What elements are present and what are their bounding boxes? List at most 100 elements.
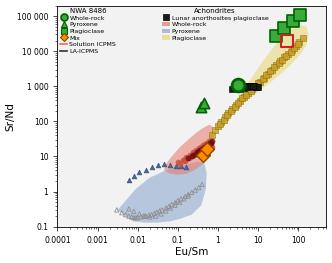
Point	[257, 80, 263, 84]
Point	[181, 197, 187, 201]
Point	[236, 83, 241, 87]
Point	[232, 105, 237, 109]
Point	[244, 84, 249, 88]
Point	[245, 85, 250, 89]
Point	[249, 84, 254, 88]
Point	[202, 101, 207, 105]
Point	[228, 109, 234, 113]
Point	[193, 151, 199, 156]
Point	[186, 155, 191, 159]
Point	[284, 53, 289, 58]
Point	[161, 162, 167, 166]
Point	[135, 216, 140, 220]
Point	[226, 111, 231, 115]
Point	[137, 170, 142, 175]
Point	[205, 143, 210, 147]
Point	[251, 84, 257, 89]
Point	[252, 85, 257, 89]
Point	[243, 84, 248, 88]
Point	[236, 101, 241, 105]
Point	[197, 149, 202, 153]
Point	[131, 174, 136, 178]
Point	[296, 42, 301, 46]
Point	[203, 145, 208, 149]
Point	[201, 143, 206, 147]
Point	[177, 162, 182, 166]
Point	[154, 210, 160, 214]
Point	[158, 212, 164, 216]
Point	[256, 81, 261, 85]
Point	[195, 150, 200, 155]
Point	[276, 61, 281, 65]
Point	[200, 153, 206, 157]
Point	[282, 26, 287, 31]
Point	[297, 13, 303, 17]
Point	[240, 84, 246, 89]
Point	[193, 148, 199, 152]
Y-axis label: Sr/Nd: Sr/Nd	[6, 102, 16, 130]
Point	[269, 67, 275, 72]
Point	[143, 214, 149, 218]
Point	[274, 33, 279, 38]
Point	[200, 145, 205, 149]
Point	[239, 85, 244, 89]
Point	[126, 178, 131, 182]
Point	[202, 145, 207, 150]
Point	[146, 213, 152, 218]
Point	[166, 204, 172, 208]
Polygon shape	[117, 161, 207, 223]
Point	[204, 142, 209, 146]
Point	[182, 159, 188, 163]
Point	[243, 93, 249, 97]
Point	[206, 142, 211, 146]
Point	[131, 209, 136, 214]
Point	[209, 142, 214, 146]
Point	[293, 44, 298, 48]
Point	[246, 84, 251, 88]
Point	[233, 86, 239, 90]
Point	[123, 213, 128, 217]
Point	[206, 141, 211, 145]
Point	[198, 146, 203, 150]
Point	[200, 145, 206, 150]
Point	[204, 147, 209, 151]
Point	[261, 76, 267, 80]
Point	[290, 48, 295, 52]
Point	[114, 208, 120, 212]
Point	[196, 149, 201, 153]
Point	[229, 87, 234, 92]
Point	[255, 85, 261, 89]
Point	[218, 120, 224, 124]
Point	[192, 150, 197, 155]
Point	[290, 19, 295, 23]
Point	[133, 216, 138, 220]
Point	[180, 158, 185, 162]
Point	[247, 84, 253, 88]
Point	[248, 84, 253, 88]
Point	[206, 139, 211, 143]
Point	[248, 89, 253, 93]
Point	[187, 156, 192, 160]
Point	[284, 39, 290, 43]
Point	[126, 214, 131, 218]
Point	[153, 214, 158, 218]
Point	[152, 211, 157, 215]
Point	[200, 147, 205, 151]
Point	[175, 160, 181, 164]
Point	[252, 84, 257, 89]
Point	[229, 107, 234, 112]
Point	[203, 142, 208, 146]
Point	[292, 46, 297, 50]
Point	[260, 77, 266, 81]
Point	[182, 194, 188, 199]
Point	[280, 57, 285, 62]
Point	[264, 73, 269, 77]
Point	[285, 52, 290, 56]
Point	[300, 36, 306, 40]
Point	[274, 63, 279, 67]
Point	[184, 165, 189, 169]
Point	[189, 190, 194, 194]
Point	[198, 148, 203, 152]
Point	[236, 85, 241, 90]
Point	[202, 144, 208, 148]
